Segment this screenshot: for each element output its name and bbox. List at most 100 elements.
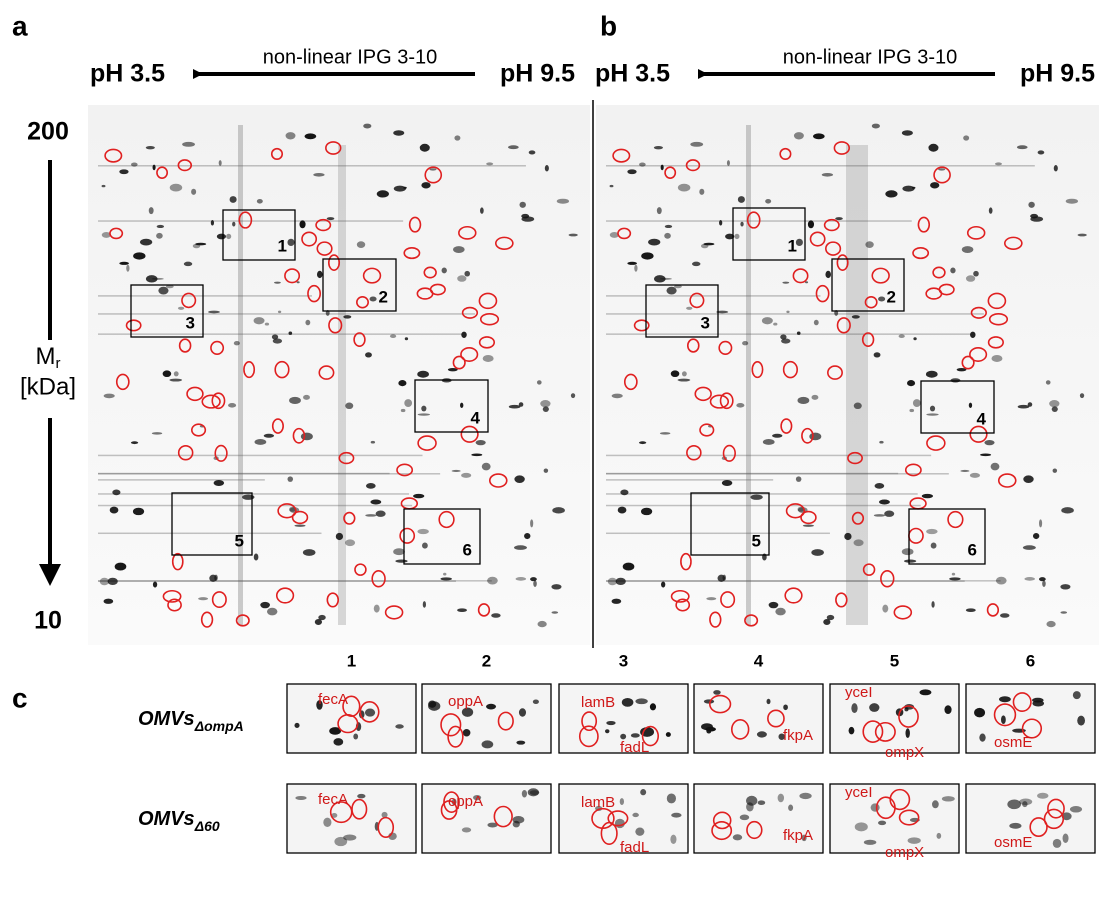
gel-spot <box>370 297 377 302</box>
gel-spot <box>1053 839 1062 848</box>
gel-spot <box>809 433 821 441</box>
gel-spot <box>733 834 742 840</box>
gel-spot <box>529 150 536 154</box>
gel-spot <box>794 132 804 139</box>
row-label: OMVsΔ60 <box>138 808 220 833</box>
gel-spot <box>398 380 406 386</box>
gel-spot <box>872 124 880 129</box>
gel-spot <box>664 233 671 239</box>
gel-spot <box>699 189 704 195</box>
gel-spot <box>336 533 343 540</box>
gel-spot <box>440 577 452 580</box>
gel-spot <box>949 577 961 580</box>
gel-spot <box>864 840 876 845</box>
gel-spot <box>1061 507 1074 513</box>
gel-spot <box>884 511 894 517</box>
gel-spot <box>937 833 942 839</box>
gel-spot <box>851 703 857 713</box>
protein-label: lamB <box>581 794 615 811</box>
gel-spot <box>1039 519 1042 527</box>
zoom-box-label: 4 <box>471 408 481 427</box>
gel-spot <box>370 500 381 505</box>
gel-spot <box>287 476 293 482</box>
gel-streak <box>846 145 868 625</box>
protein-label: fecA <box>318 691 348 708</box>
gel-spot <box>654 146 663 149</box>
gel-spot <box>182 142 195 147</box>
gel-band <box>98 473 390 475</box>
gel-spot <box>543 406 549 412</box>
zoom-box-label: 2 <box>887 287 896 306</box>
gel-spot <box>878 821 886 826</box>
gel-spot <box>453 246 465 253</box>
panel-label: c <box>12 682 28 713</box>
gel-spot <box>960 470 969 472</box>
gel-spot <box>345 402 353 409</box>
gel-spot <box>487 577 498 585</box>
gel-spot <box>719 220 722 225</box>
gel-spot <box>640 789 646 795</box>
gel-spot <box>852 315 860 318</box>
zoom-box-label: 5 <box>235 531 244 550</box>
gel-spot <box>670 835 676 844</box>
gel-spot <box>303 549 316 556</box>
gel-spot <box>798 397 810 404</box>
gel-spot <box>757 731 767 737</box>
gel-spot <box>690 142 703 147</box>
gel-spot <box>133 252 145 259</box>
gel-spot <box>530 519 533 527</box>
gel-spot <box>156 233 163 239</box>
gel-spot <box>422 543 428 549</box>
protein-label: osmE <box>994 834 1032 851</box>
gel-spot <box>727 160 730 166</box>
gel-spot <box>545 165 549 171</box>
gel-spot <box>1024 577 1035 581</box>
gel-spot <box>627 169 636 174</box>
gel-spot <box>704 699 714 703</box>
column-label: 2 <box>482 651 491 670</box>
gel-spot <box>278 311 281 313</box>
zoom-box-label: 2 <box>379 287 388 306</box>
gel-spot <box>639 163 646 167</box>
gel-spot <box>1023 545 1036 550</box>
gel-spot <box>736 403 744 408</box>
gel-band <box>98 295 312 297</box>
gel-spot <box>930 406 935 412</box>
gel-spot <box>635 698 647 704</box>
gel-spot <box>318 615 325 620</box>
gel-spot <box>395 724 404 728</box>
gel-spot <box>119 262 129 265</box>
gel-spot <box>931 601 934 608</box>
zoom-box-label: 4 <box>977 409 987 428</box>
gel-spot <box>984 440 994 445</box>
gel-spot <box>257 199 263 204</box>
gradient-label: non-linear IPG 3-10 <box>783 46 958 68</box>
gel-spot <box>865 241 873 248</box>
gel-spot <box>1038 150 1045 154</box>
gel-spot <box>750 494 762 499</box>
gel-spot <box>885 190 897 197</box>
gel-spot <box>140 239 152 246</box>
gel-spot <box>442 267 447 273</box>
gel-spot <box>631 733 640 737</box>
ph-right: pH 9.5 <box>500 60 575 88</box>
gel-spot <box>1018 405 1030 409</box>
gel-spot <box>464 271 470 277</box>
gel-spot <box>274 282 281 284</box>
row-name: OMVs <box>138 808 195 830</box>
gel-spot <box>421 182 430 188</box>
gel-spot <box>491 613 500 617</box>
protein-label: osmE <box>994 734 1032 751</box>
gel-spot <box>1070 806 1082 813</box>
gel-spot <box>226 234 231 239</box>
gel-spot <box>552 507 565 513</box>
gel-spot <box>620 798 624 805</box>
gel-spot <box>533 580 537 587</box>
gel-spot <box>131 441 138 444</box>
gel-spot <box>713 690 721 695</box>
gel-spot <box>301 433 313 441</box>
gel-spot <box>193 244 200 249</box>
gel-spot <box>1054 165 1058 171</box>
gel-spot <box>1009 823 1021 829</box>
gel-spot <box>766 699 770 704</box>
